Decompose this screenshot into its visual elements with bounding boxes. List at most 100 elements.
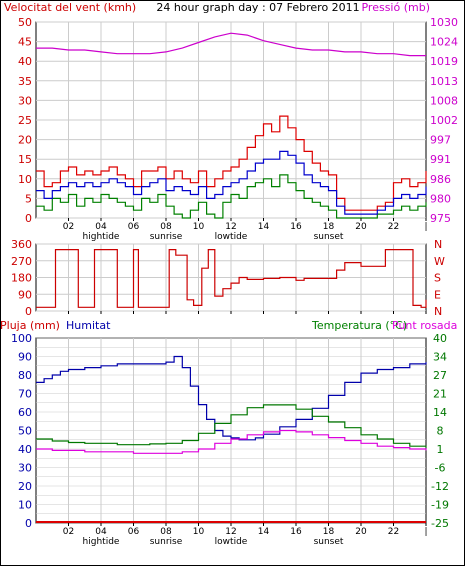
right-tick-label: 14 [433,406,447,419]
left-tick-label: 100 [11,332,32,345]
right-tick-label: -19 [431,499,449,512]
x-tick-label: 02 [63,527,74,537]
event-label: lowtide [215,232,248,242]
right-tick-label: -12 [431,480,449,493]
right-tick-label: 27 [433,369,447,382]
left-tick-label: 360 [11,238,32,251]
right-tick-label: 1013 [430,75,458,88]
left-tick-label: 50 [18,16,32,29]
compass-label: E [434,288,441,301]
left-tick-label: 40 [18,443,32,456]
x-tick-label: 10 [193,222,205,232]
right-tick-label: 21 [433,388,447,401]
left-tick-label: 10 [18,499,32,512]
left-tick-label: 0 [25,212,32,225]
left-tick-label: 0 [25,517,32,530]
event-label: sunrise [150,537,183,547]
humidity-axis-title: Humitat [66,319,111,332]
event-label: lowtide [215,537,248,547]
event-label: hightide [83,232,120,242]
right-tick-label: 980 [430,192,451,205]
left-tick-label: 20 [18,134,32,147]
x-tick-label: | [424,222,427,232]
right-tick-label: 1 [437,443,444,456]
pressure-axis-title: Pressió (mb) [361,1,430,14]
left-tick-label: 50 [18,425,32,438]
left-tick-label: 90 [18,351,32,364]
right-tick-label: 34 [433,351,447,364]
x-tick-label: 06 [128,527,140,537]
x-tick-label: 18 [323,527,335,537]
right-tick-label: 1002 [430,114,458,127]
dewpoint-axis-title: Punt rosada [392,319,457,332]
x-tick-label: 04 [95,527,107,537]
right-tick-label: 1030 [430,16,458,29]
series-line-average [36,150,427,215]
event-label: hightide [83,537,120,547]
series-line-pressure [36,32,426,57]
x-tick-label: 14 [258,222,270,232]
left-tick-label: 40 [18,55,32,68]
compass-label: N [434,305,442,318]
left-tick-label: 5 [25,192,32,205]
event-label: sunset [314,537,344,547]
series-line-punt-rosada [36,429,427,454]
x-tick-label: 20 [355,222,367,232]
x-tick-label: 02 [63,222,74,232]
compass-label: S [434,272,441,285]
x-tick-label: 14 [258,527,270,537]
right-tick-label: 997 [430,134,451,147]
right-tick-label: 975 [430,212,451,225]
left-tick-label: 180 [11,272,32,285]
event-label: sunset [314,232,344,242]
left-tick-label: 270 [11,255,32,268]
left-tick-label: 10 [18,173,32,186]
left-tick-label: 0 [25,305,32,318]
right-tick-label: 1008 [430,94,458,107]
x-tick-label: 08 [160,527,172,537]
graph-title: 24 hour graph day : 07 Febrero 2011 [156,1,359,14]
x-tick-label: 22 [388,222,399,232]
right-tick-label: -25 [431,517,449,530]
right-tick-label: 986 [430,173,451,186]
wind-axis-title: Velocitat del vent (kmh) [4,1,136,14]
series-line-direction [36,249,427,308]
series-line-gust [36,115,427,211]
series-line-wind [36,174,427,219]
series-line-temperatura-c- [36,404,427,448]
right-tick-label: -6 [435,462,446,475]
rain-axis-title: Pluja (mm) [0,319,60,332]
left-tick-label: 30 [18,94,32,107]
left-tick-label: 30 [18,462,32,475]
left-tick-label: 20 [18,480,32,493]
left-tick-label: 60 [18,406,32,419]
x-tick-label: 18 [323,222,335,232]
right-tick-label: 40 [433,332,447,345]
left-tick-label: 80 [18,369,32,382]
x-tick-label: 16 [290,527,302,537]
compass-label: W [434,255,445,268]
event-label: sunrise [150,232,183,242]
x-tick-label: 08 [160,222,172,232]
x-tick-label: 22 [388,527,399,537]
left-tick-label: 90 [18,288,32,301]
x-tick-label: 04 [95,222,107,232]
left-tick-label: 15 [18,153,32,166]
left-tick-label: 35 [18,75,32,88]
right-tick-label: 1019 [430,55,458,68]
x-tick-label: 06 [128,222,140,232]
x-tick-label: | [424,527,427,537]
left-tick-label: 70 [18,388,32,401]
x-tick-label: 10 [193,527,205,537]
x-tick-label: 16 [290,222,302,232]
compass-label: N [434,238,442,251]
x-tick-label: 12 [225,222,236,232]
x-tick-label: 12 [225,527,236,537]
right-tick-label: 1024 [430,36,458,49]
right-tick-label: 991 [430,153,451,166]
temperature-axis-title: Temperatura (°C) [311,319,407,332]
left-tick-label: 25 [18,114,32,127]
left-tick-label: 45 [18,36,32,49]
right-tick-label: 8 [437,425,444,438]
